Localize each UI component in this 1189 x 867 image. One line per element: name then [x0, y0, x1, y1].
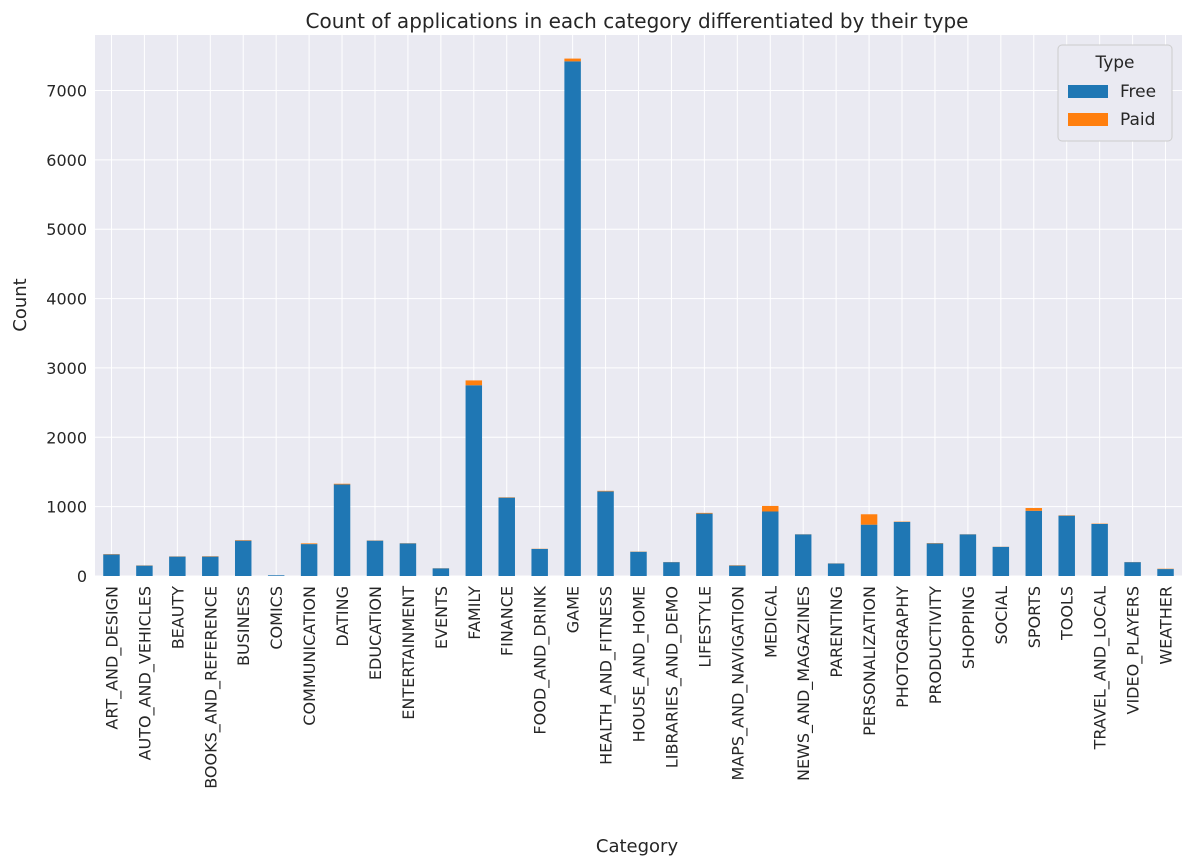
bar-paid-lifestyle: [696, 512, 713, 514]
bar-paid-dating: [333, 483, 351, 485]
x-tick-label: SHOPPING: [959, 586, 978, 669]
x-tick-label: WEATHER: [1157, 586, 1176, 665]
x-tick-label: MEDICAL: [761, 586, 780, 658]
bar-free-business: [234, 540, 252, 576]
x-tick-label: PRODUCTIVITY: [926, 586, 945, 704]
bar-free-productivity: [926, 543, 944, 576]
x-tick-label: BEAUTY: [168, 586, 187, 650]
y-tick-label: 6000: [46, 151, 87, 170]
x-tick-label: SPORTS: [1025, 586, 1044, 648]
y-tick-label: 1000: [46, 498, 87, 517]
x-tick-labels: ART_AND_DESIGN AUTO_AND_VEHICLES BEAUTY BOO…: [102, 585, 1175, 788]
bar-free-news-and-magazines: [794, 534, 812, 576]
bar-free-libraries-and-demo: [663, 562, 680, 576]
x-tick-label: FINANCE: [498, 586, 517, 656]
chart-title: Count of applications in each category d…: [306, 9, 969, 33]
x-tick-label: AUTO_AND_VEHICLES: [135, 586, 155, 760]
bar-free-weather: [1157, 569, 1174, 576]
x-tick-label: PERSONALIZATION: [860, 586, 879, 736]
bar-free-travel-and-local: [1091, 523, 1108, 576]
y-tick-labels: 0 1000 2000 3000 4000 5000 6000 7000: [46, 81, 87, 586]
y-tick-label: 3000: [46, 359, 87, 378]
bar-free-maps-and-navigation: [729, 565, 746, 576]
x-tick-label: GAME: [564, 586, 583, 633]
y-tick-label: 4000: [46, 290, 87, 309]
bar-free-photography: [893, 521, 911, 576]
legend-swatch-free: [1068, 85, 1108, 98]
x-tick-label: HEALTH_AND_FITNESS: [597, 586, 617, 765]
bar-free-books-and-reference: [202, 556, 219, 576]
x-tick-label: DATING: [333, 586, 352, 647]
bar-free-video-players: [1124, 562, 1141, 576]
bar-free-game: [564, 61, 581, 577]
x-tick-label: FAMILY: [465, 586, 484, 640]
bar-free-entertainment: [399, 543, 417, 576]
bar-paid-game: [564, 58, 581, 62]
bar-free-comics: [267, 575, 285, 576]
x-tick-label: NEWS_AND_MAGAZINES: [794, 586, 814, 781]
bar-free-social: [992, 546, 1010, 576]
y-axis-label: Count: [10, 278, 31, 331]
x-tick-label: BUSINESS: [234, 586, 253, 666]
y-tick-label: 0: [77, 567, 87, 586]
x-tick-label: TRAVEL_AND_LOCAL: [1091, 586, 1111, 750]
x-tick-label: VIDEO_PLAYERS: [1124, 586, 1144, 714]
legend-label-free: Free: [1120, 82, 1156, 102]
bar-free-auto-and-vehicles: [136, 565, 153, 576]
bar-free-beauty: [169, 556, 186, 576]
x-tick-label: COMICS: [267, 586, 286, 650]
y-tick-label: 2000: [46, 428, 87, 447]
x-tick-label: EDUCATION: [366, 586, 385, 680]
x-tick-label: HOUSE_AND_HOME: [630, 586, 650, 742]
x-tick-label: EVENTS: [432, 586, 451, 649]
x-tick-label: LIBRARIES_AND_DEMO: [662, 586, 682, 768]
bars: [103, 58, 1174, 577]
bar-free-finance: [498, 497, 515, 576]
x-tick-label: ART_AND_DESIGN: [102, 586, 122, 730]
legend: Type Free Paid: [1057, 44, 1173, 142]
x-tick-label: MAPS_AND_NAVIGATION: [728, 586, 748, 781]
bar-free-shopping: [959, 534, 977, 576]
x-tick-label: FOOD_AND_DRINK: [531, 585, 551, 734]
bar-paid-family: [465, 380, 483, 386]
x-tick-label: ENTERTAINMENT: [399, 586, 418, 720]
y-tick-label: 7000: [46, 81, 87, 100]
bar-paid-health-and-fitness: [597, 490, 614, 492]
bar-free-communication: [300, 544, 318, 576]
legend-title: Type: [1094, 53, 1134, 73]
x-tick-label: PHOTOGRAPHY: [893, 586, 912, 708]
x-tick-label: PARENTING: [827, 586, 846, 678]
y-tick-label: 5000: [46, 220, 87, 239]
bar-free-tools: [1058, 515, 1075, 576]
bar-free-events: [432, 568, 450, 576]
legend-swatch-paid: [1068, 113, 1108, 126]
x-axis-label: Category: [596, 836, 679, 857]
bar-free-lifestyle: [696, 513, 713, 576]
bar-free-education: [366, 540, 384, 576]
x-tick-label: SOCIAL: [992, 586, 1011, 645]
x-tick-label: COMMUNICATION: [300, 586, 319, 726]
bar-free-medical: [762, 511, 779, 576]
bar-free-house-and-home: [630, 551, 647, 576]
bar-paid-medical: [762, 505, 779, 512]
x-tick-label: BOOKS_AND_REFERENCE: [201, 586, 221, 789]
bar-paid-sports: [1025, 508, 1043, 511]
bar-free-health-and-fitness: [597, 491, 614, 576]
x-tick-label: TOOLS: [1058, 586, 1077, 641]
bar-free-dating: [333, 484, 351, 576]
x-tick-label: LIFESTYLE: [695, 586, 714, 668]
bar-free-personalization: [860, 524, 878, 576]
bar-free-sports: [1025, 510, 1043, 576]
bar-paid-communication: [300, 543, 318, 545]
bar-free-parenting: [827, 563, 845, 576]
legend-label-paid: Paid: [1120, 110, 1155, 130]
bar-paid-personalization: [860, 514, 878, 525]
bar-free-family: [465, 385, 483, 576]
bar-free-food-and-drink: [531, 548, 548, 576]
bar-free-art-and-design: [103, 554, 120, 576]
